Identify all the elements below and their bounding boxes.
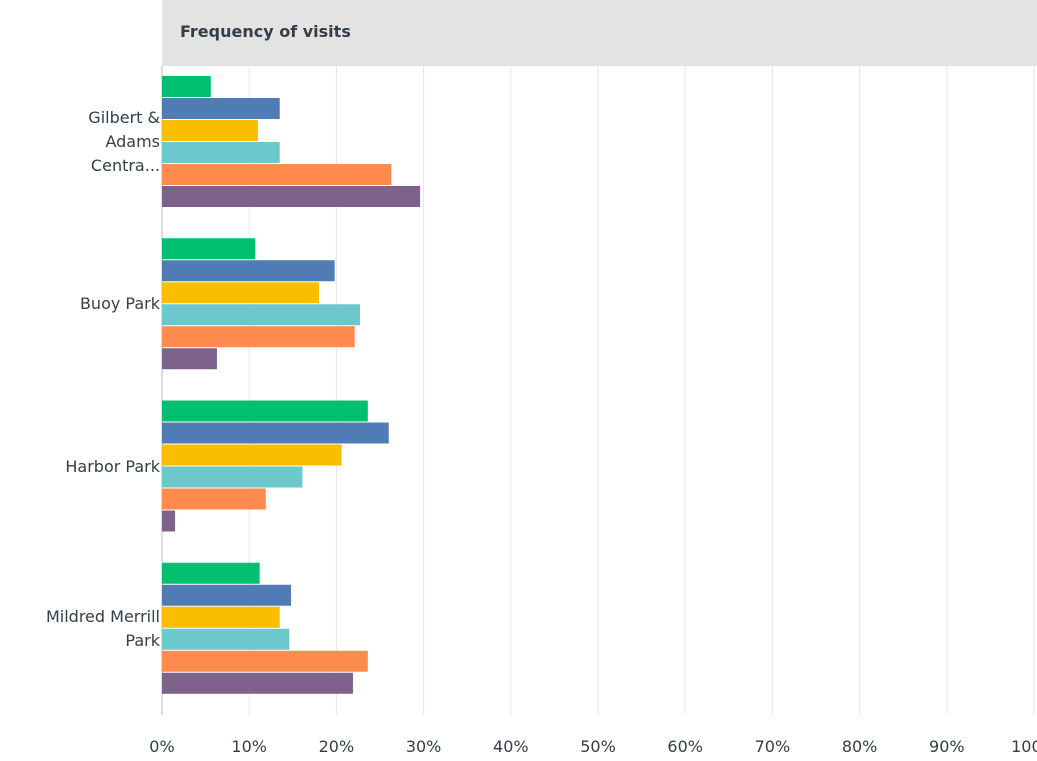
bar (162, 510, 176, 532)
bar (162, 142, 280, 163)
bar (162, 304, 360, 326)
x-tick-label: 0% (149, 737, 175, 756)
bar (162, 562, 260, 584)
y-tick-label: Harbor Park (65, 456, 160, 476)
bar (162, 400, 368, 422)
bar (162, 672, 353, 694)
chart-title: Frequency of visits (180, 22, 351, 41)
x-tick-label: 80% (841, 737, 878, 756)
y-tick-label: Gilbert & Adams Centra... (88, 108, 160, 175)
bar (162, 120, 258, 141)
bar (162, 76, 211, 97)
bar (162, 628, 290, 650)
bar (162, 260, 335, 282)
x-tick-label: 20% (318, 737, 355, 756)
bar (162, 466, 303, 488)
x-tick-label: 100% (1011, 737, 1037, 756)
bar (162, 98, 280, 119)
bar (162, 488, 266, 510)
x-tick-label: 60% (667, 737, 703, 756)
header-band: Frequency of visits (162, 0, 1037, 66)
x-tick-label: 90% (929, 737, 965, 756)
bar (162, 282, 319, 304)
bar (162, 326, 355, 348)
bar (162, 186, 421, 207)
bar (162, 444, 342, 466)
bar (162, 164, 392, 185)
bar (162, 606, 280, 628)
bar (162, 584, 292, 606)
x-tick-label: 10% (231, 737, 267, 756)
x-tick-label: 30% (405, 737, 442, 756)
x-tick-label: 50% (580, 737, 616, 756)
y-tick-label: Buoy Park (79, 294, 160, 314)
bar (162, 650, 368, 672)
x-tick-label: 70% (754, 737, 791, 756)
bar (162, 348, 217, 370)
y-tick-label: Mildred Merrill Park (45, 606, 160, 650)
bar (162, 238, 256, 260)
bar (162, 422, 389, 444)
x-tick-label: 40% (493, 737, 529, 756)
